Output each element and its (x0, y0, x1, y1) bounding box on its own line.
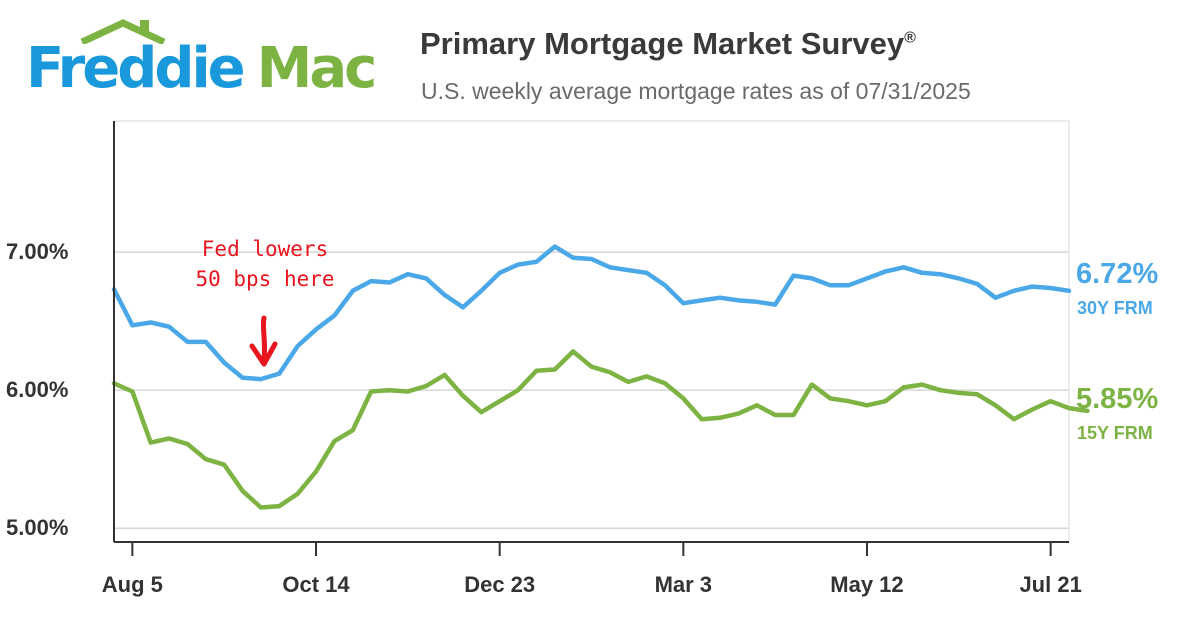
y-tick-label: 6.00% (6, 377, 69, 403)
annotation-line-1: Fed lowers (201, 237, 329, 261)
page-subtitle: U.S. weekly average mortgage rates as of… (421, 78, 971, 104)
series-30y-line (111, 244, 1072, 382)
series-15y-end-value: 5.85% (1076, 383, 1159, 415)
logo-word-freddie: Freddie (26, 36, 246, 101)
series-lines (111, 244, 1090, 510)
x-tick-label: Mar 3 (654, 572, 713, 597)
title-text: Primary Mortgage Market Survey (420, 26, 905, 61)
x-tick-label: Jul 21 (1019, 572, 1082, 597)
x-tick-label: Oct 14 (282, 572, 350, 597)
logo-word-mac: Mac (256, 36, 378, 101)
annotation-line-2: 50 bps here (195, 267, 335, 291)
series-15y-label: 15Y FRM (1077, 423, 1153, 443)
logo-wordmark: Freddie Mac (26, 36, 378, 101)
y-tick-label: 5.00% (6, 515, 69, 541)
gridlines (114, 251, 1069, 529)
series-30y-label: 30Y FRM (1077, 298, 1153, 318)
x-tick-label: May 12 (830, 572, 904, 597)
arrow-down-icon (249, 315, 278, 367)
y-tick-label: 7.00% (6, 239, 69, 265)
page-title: Primary Mortgage Market Survey® (420, 26, 916, 62)
registered-mark: ® (904, 29, 916, 47)
series-15y-line (111, 349, 1090, 510)
house-roof-icon (80, 19, 166, 44)
series-30y-end-value: 6.72% (1076, 258, 1159, 290)
plot-area (113, 120, 1070, 543)
x-tick-label: Dec 23 (464, 572, 536, 597)
x-axis-ticks (131, 542, 1052, 556)
freddie-mac-logo: Freddie Mac (26, 18, 386, 108)
fed-annotation: Fed lowers 50 bps here (170, 234, 360, 294)
x-tick-label: Aug 5 (101, 572, 163, 597)
